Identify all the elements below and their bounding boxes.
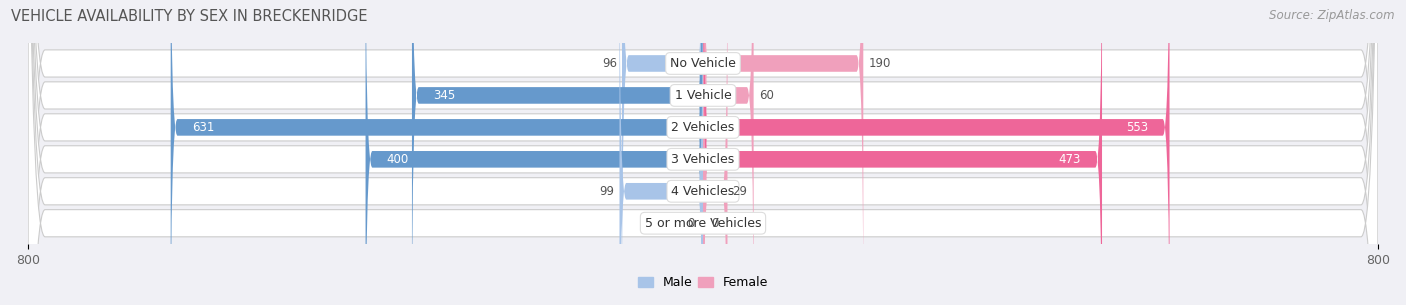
Text: 3 Vehicles: 3 Vehicles	[672, 153, 734, 166]
FancyBboxPatch shape	[703, 0, 863, 305]
Text: 96: 96	[602, 57, 617, 70]
FancyBboxPatch shape	[28, 0, 1378, 305]
Text: 99: 99	[599, 185, 614, 198]
Text: 1 Vehicle: 1 Vehicle	[675, 89, 731, 102]
FancyBboxPatch shape	[703, 0, 1102, 305]
Text: 631: 631	[191, 121, 214, 134]
Text: 190: 190	[869, 57, 891, 70]
FancyBboxPatch shape	[28, 0, 1378, 305]
Text: 345: 345	[433, 89, 456, 102]
FancyBboxPatch shape	[28, 0, 1378, 305]
Text: VEHICLE AVAILABILITY BY SEX IN BRECKENRIDGE: VEHICLE AVAILABILITY BY SEX IN BRECKENRI…	[11, 9, 368, 24]
Text: 29: 29	[733, 185, 748, 198]
FancyBboxPatch shape	[703, 0, 727, 305]
Text: 553: 553	[1126, 121, 1149, 134]
Text: 400: 400	[387, 153, 409, 166]
Text: 473: 473	[1059, 153, 1081, 166]
Text: 0: 0	[688, 217, 695, 230]
Text: Source: ZipAtlas.com: Source: ZipAtlas.com	[1270, 9, 1395, 22]
FancyBboxPatch shape	[366, 0, 703, 305]
Text: 0: 0	[711, 217, 718, 230]
Text: No Vehicle: No Vehicle	[671, 57, 735, 70]
FancyBboxPatch shape	[28, 0, 1378, 305]
FancyBboxPatch shape	[28, 0, 1378, 305]
FancyBboxPatch shape	[170, 0, 703, 305]
Legend: Male, Female: Male, Female	[633, 271, 773, 294]
FancyBboxPatch shape	[703, 0, 754, 305]
FancyBboxPatch shape	[28, 0, 1378, 305]
Text: 60: 60	[759, 89, 773, 102]
Text: 4 Vehicles: 4 Vehicles	[672, 185, 734, 198]
Text: 5 or more Vehicles: 5 or more Vehicles	[645, 217, 761, 230]
Text: 2 Vehicles: 2 Vehicles	[672, 121, 734, 134]
FancyBboxPatch shape	[703, 0, 1170, 305]
FancyBboxPatch shape	[620, 0, 703, 305]
FancyBboxPatch shape	[621, 0, 703, 305]
FancyBboxPatch shape	[412, 0, 703, 305]
